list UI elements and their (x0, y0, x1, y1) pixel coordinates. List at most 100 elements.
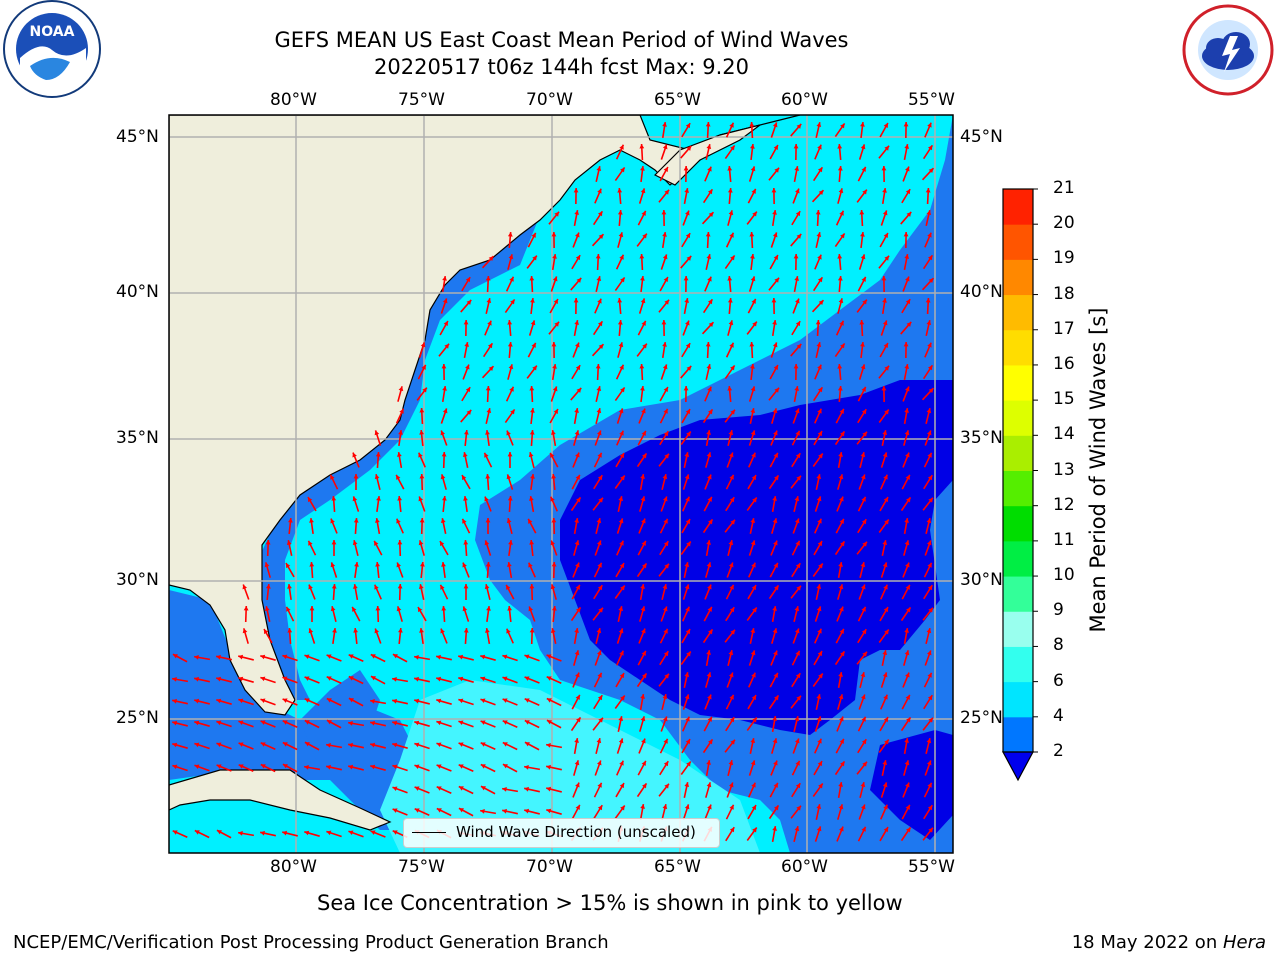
wind-wave-arrowhead (480, 786, 486, 791)
wind-wave-arrowhead (596, 408, 602, 414)
wind-wave-arrowhead (883, 474, 888, 480)
wind-wave-arrowhead (507, 452, 513, 457)
wind-wave-arrowhead (840, 761, 845, 767)
wind-wave-arrowhead (486, 298, 492, 304)
colorbar-segment (1003, 224, 1033, 260)
wind-wave-arrowhead (817, 651, 822, 657)
wind-wave-arrowhead (524, 654, 530, 660)
wind-wave-arrowhead (370, 699, 375, 704)
colorbar-tick-label: 21 (1053, 178, 1075, 198)
wind-wave-arrowhead (532, 255, 537, 261)
wind-wave-arrowhead (573, 188, 579, 193)
wind-wave-arrowhead (686, 431, 691, 437)
wind-wave-arrowhead (750, 364, 755, 369)
wind-wave-arrowhead (883, 233, 888, 239)
wind-wave-arrowhead (904, 540, 910, 546)
wind-wave-arrowhead (528, 562, 533, 568)
wind-wave-arrowhead (729, 342, 734, 348)
wind-wave-arrowhead (352, 452, 357, 458)
lat-label-right-25n: 25°N (960, 708, 1003, 728)
wind-wave-arrowhead (484, 452, 489, 458)
wind-wave-arrowhead (642, 563, 647, 569)
wind-wave-arrowhead (530, 298, 535, 303)
wind-wave-arrowhead (904, 628, 909, 633)
wind-wave-arrowhead (619, 783, 624, 789)
wind-wave-arrowhead (928, 827, 933, 833)
wind-wave-arrowhead (574, 518, 579, 523)
wind-wave-arrowhead (837, 364, 843, 369)
wind-wave-arrowhead (685, 409, 690, 415)
wind-wave-arrowhead (480, 742, 486, 747)
wind-wave-arrowhead (882, 760, 888, 765)
wind-wave-arrowhead (465, 364, 470, 370)
wind-wave-arrowhead (927, 365, 933, 371)
wind-wave-arrowhead (597, 672, 602, 678)
wind-wave-arrowhead (927, 452, 932, 458)
wind-wave-arrowhead (925, 188, 931, 193)
wind-wave-arrowhead (839, 826, 844, 832)
wind-wave-arrowhead (683, 166, 689, 171)
wind-wave-arrowhead (730, 145, 735, 151)
wind-wave-arrowhead (528, 518, 533, 524)
wind-wave-arrowhead (172, 677, 177, 682)
wind-wave-arrowhead (508, 540, 513, 545)
wind-wave-arrowhead (861, 496, 866, 502)
wind-wave-arrowhead (348, 698, 354, 703)
wind-wave-arrowhead (883, 827, 888, 833)
footer-machine: Hera (1222, 932, 1266, 953)
wind-wave-arrowhead (617, 320, 623, 325)
wind-wave-arrowhead (905, 299, 911, 305)
wind-wave-arrowhead (304, 720, 310, 725)
wind-wave-arrowhead (794, 276, 800, 281)
wind-wave-arrowhead (370, 720, 375, 726)
colorbar-tick-label: 17 (1053, 318, 1075, 339)
wind-wave-arrowhead (242, 584, 248, 590)
wind-wave-arrowhead (640, 188, 646, 194)
wind-wave-arrowhead (414, 698, 420, 704)
wind-wave-arrowhead (838, 782, 843, 787)
wind-wave-arrowhead (707, 474, 712, 480)
wind-wave-arrowhead (392, 742, 398, 748)
wind-wave-arrowhead (817, 277, 823, 283)
wind-wave-arrowhead (574, 320, 580, 325)
wind-wave-arrowhead (860, 694, 866, 700)
wind-wave-arrowhead (238, 698, 244, 704)
colorbar-tick-label: 16 (1053, 353, 1075, 374)
noaa-logo: NOAA (3, 0, 101, 98)
wind-wave-arrowhead (684, 804, 690, 810)
colorbar-tick-label: 13 (1053, 459, 1075, 480)
wind-wave-arrowhead (751, 782, 756, 788)
wind-wave-arrowhead (375, 452, 381, 457)
wind-wave-arrowhead (282, 830, 288, 836)
wind-wave-arrowhead (531, 342, 536, 348)
wind-wave-arrowhead (370, 764, 376, 770)
wind-wave-arrowhead (442, 298, 448, 304)
wind-wave-arrowhead (882, 562, 888, 568)
wind-wave-arrowhead (838, 562, 843, 567)
wind-wave-arrowhead (664, 673, 669, 679)
wind-wave-arrowhead (418, 496, 424, 502)
wind-wave-arrowhead (859, 320, 865, 325)
wind-wave-arrowhead (751, 695, 756, 701)
graticule (169, 115, 953, 853)
wind-wave-arrowhead (705, 232, 711, 237)
wind-wave-arrowhead (706, 562, 712, 568)
wind-wave-arrowhead (442, 386, 447, 391)
wind-wave-arrowhead (530, 474, 535, 479)
wind-wave-arrowhead (882, 540, 888, 545)
wind-wave-arrowhead (370, 830, 376, 835)
wind-wave-arrowhead (458, 764, 464, 769)
lat-label-right-45n: 45°N (960, 127, 1003, 147)
colorbar-segment (1003, 576, 1033, 612)
wind-wave-arrowhead (462, 518, 467, 524)
wind-wave-arrowhead (927, 255, 933, 261)
wind-wave-arrowhead (640, 584, 645, 589)
wind-wave-arrowhead (194, 698, 200, 704)
wind-wave-arrowhead (458, 654, 464, 660)
colorbar-tick-label: 6 (1053, 670, 1064, 691)
wind-wave-arrowhead (308, 540, 313, 546)
wind-wave-arrowhead (862, 541, 867, 547)
wind-wave-arrowhead (752, 827, 757, 833)
wind-wave-arrowhead (597, 211, 603, 217)
wind-wave-arrowhead (436, 808, 442, 813)
